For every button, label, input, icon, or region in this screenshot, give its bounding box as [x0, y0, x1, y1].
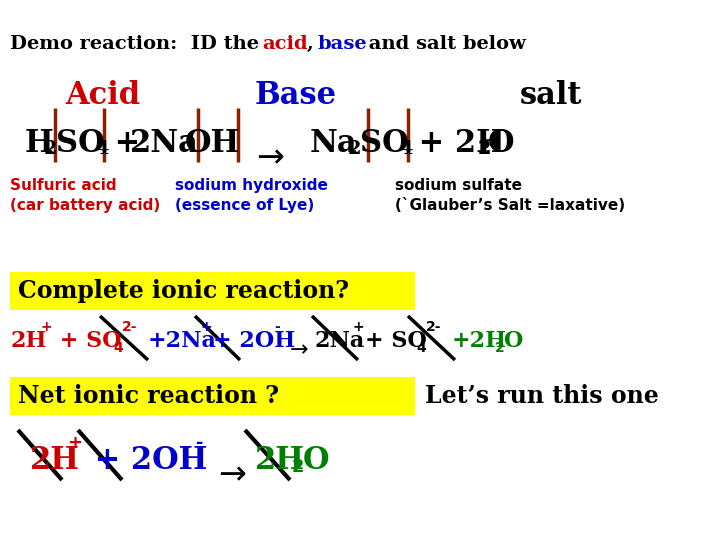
Text: 2: 2: [348, 140, 361, 158]
Text: + 2H: + 2H: [408, 128, 505, 159]
Text: 2Na: 2Na: [315, 330, 365, 352]
Text: +: +: [41, 320, 53, 334]
Bar: [10, 377, 415, 415]
Text: Demo reaction:  ID the: Demo reaction: ID the: [10, 35, 266, 53]
Text: 4: 4: [416, 341, 426, 355]
Text: sodium sulfate: sodium sulfate: [395, 178, 522, 193]
Text: Base: Base: [255, 80, 337, 111]
Text: 2: 2: [292, 458, 305, 476]
Text: (`Glauber’s Salt =laxative): (`Glauber’s Salt =laxative): [395, 198, 625, 213]
Text: (car battery acid): (car battery acid): [10, 198, 161, 213]
Text: -: -: [196, 434, 204, 452]
Text: +: +: [67, 434, 82, 452]
Text: SO: SO: [56, 128, 104, 159]
Text: 4: 4: [95, 140, 109, 158]
Text: 2-: 2-: [426, 320, 441, 334]
Text: 4: 4: [399, 140, 413, 158]
Text: ,: ,: [307, 35, 314, 53]
Text: 2H: 2H: [10, 330, 47, 352]
Text: $\rightarrow$: $\rightarrow$: [212, 456, 247, 489]
Text: 2: 2: [478, 140, 492, 158]
Text: 2: 2: [44, 140, 58, 158]
Text: base: base: [318, 35, 368, 53]
Text: +: +: [353, 320, 364, 334]
Text: +2Na: +2Na: [148, 330, 217, 352]
Text: 2H: 2H: [255, 445, 305, 476]
Text: + 2OH: + 2OH: [213, 330, 295, 352]
Text: O: O: [503, 330, 523, 352]
Text: Na: Na: [310, 128, 358, 159]
Text: Net ionic reaction ?: Net ionic reaction ?: [18, 384, 279, 408]
Text: SO: SO: [360, 128, 409, 159]
Text: -: -: [274, 320, 280, 334]
Text: $\rightarrow$: $\rightarrow$: [250, 139, 285, 172]
Bar: [10, 272, 415, 310]
Text: 2-: 2-: [122, 320, 138, 334]
Text: Acid: Acid: [65, 80, 140, 111]
Text: acid: acid: [262, 35, 307, 53]
Text: OH: OH: [185, 128, 240, 159]
Text: and salt below: and salt below: [362, 35, 526, 53]
Text: Complete ionic reaction?: Complete ionic reaction?: [18, 279, 349, 303]
Text: + SO: + SO: [365, 330, 427, 352]
Text: (essence of Lye): (essence of Lye): [175, 198, 314, 213]
Text: 4: 4: [113, 341, 122, 355]
Text: O: O: [303, 445, 330, 476]
Text: salt: salt: [520, 80, 582, 111]
Text: 2Na: 2Na: [130, 128, 199, 159]
Text: +: +: [200, 320, 212, 334]
Text: Sulfuric acid: Sulfuric acid: [10, 178, 117, 193]
Text: $\rightarrow$: $\rightarrow$: [285, 338, 309, 358]
Text: 2: 2: [495, 341, 505, 355]
Text: +: +: [104, 128, 140, 159]
Text: + SO: + SO: [52, 330, 122, 352]
Text: H: H: [25, 128, 54, 159]
Text: +2H: +2H: [452, 330, 507, 352]
Text: + 2OH: + 2OH: [84, 445, 207, 476]
Text: sodium hydroxide: sodium hydroxide: [175, 178, 328, 193]
Text: O: O: [488, 128, 515, 159]
Text: Let’s run this one: Let’s run this one: [425, 384, 659, 408]
Text: 2H: 2H: [30, 445, 80, 476]
